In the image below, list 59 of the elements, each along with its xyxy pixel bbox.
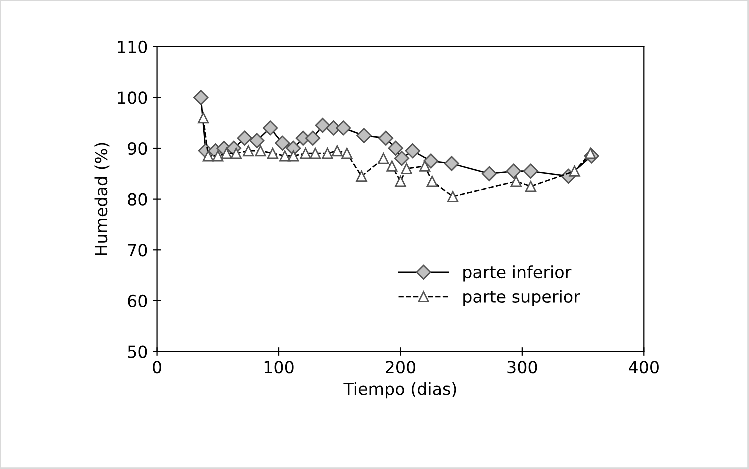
y-axis-title: Humedad (%) bbox=[94, 143, 110, 256]
point bbox=[310, 148, 322, 160]
point bbox=[510, 176, 522, 188]
point bbox=[336, 120, 352, 136]
x-tick-label: 400 bbox=[629, 361, 659, 374]
point bbox=[262, 120, 278, 136]
point bbox=[221, 148, 232, 160]
point bbox=[342, 148, 353, 160]
point bbox=[250, 133, 265, 148]
point bbox=[315, 118, 330, 134]
point bbox=[255, 146, 266, 157]
x-tick-label: 100 bbox=[264, 361, 294, 374]
point bbox=[447, 191, 459, 202]
point bbox=[523, 164, 539, 179]
point bbox=[198, 112, 210, 124]
point bbox=[395, 176, 406, 188]
x-tick-label: 0 bbox=[153, 361, 162, 374]
point bbox=[482, 166, 498, 182]
point bbox=[202, 150, 214, 162]
point bbox=[332, 146, 343, 157]
y-tick-label: 80 bbox=[128, 193, 148, 206]
point bbox=[230, 148, 242, 160]
point bbox=[506, 164, 522, 179]
point bbox=[212, 150, 224, 162]
point bbox=[525, 181, 537, 192]
y-tick-label: 90 bbox=[128, 142, 148, 156]
point bbox=[322, 148, 334, 160]
x-axis-title: Tiempo (dias) bbox=[344, 382, 456, 399]
point bbox=[394, 151, 410, 166]
point bbox=[243, 146, 254, 157]
point bbox=[194, 90, 209, 106]
point bbox=[280, 150, 291, 162]
x-tick-label: 300 bbox=[508, 361, 538, 374]
point bbox=[386, 160, 398, 172]
point bbox=[388, 140, 404, 156]
point bbox=[378, 130, 394, 146]
point bbox=[444, 156, 460, 172]
y-tick-label: 100 bbox=[118, 92, 148, 104]
point bbox=[288, 150, 300, 162]
point bbox=[401, 163, 412, 174]
point bbox=[267, 148, 278, 160]
legend-label: parte inferior bbox=[464, 266, 572, 282]
point bbox=[356, 170, 368, 182]
point bbox=[569, 166, 580, 177]
legend-label: parte superior bbox=[464, 290, 580, 306]
point bbox=[426, 176, 438, 188]
y-tick-label: 50 bbox=[128, 346, 148, 358]
x-tick-label: 200 bbox=[386, 361, 416, 374]
point bbox=[356, 128, 372, 144]
y-tick-label: 70 bbox=[128, 244, 148, 257]
point bbox=[306, 130, 321, 146]
y-tick-label: 60 bbox=[128, 294, 148, 308]
point bbox=[300, 148, 312, 160]
point bbox=[405, 143, 420, 159]
y-tick-label: 110 bbox=[118, 40, 148, 54]
point bbox=[275, 136, 290, 152]
point bbox=[424, 154, 439, 169]
point bbox=[378, 153, 390, 164]
point bbox=[237, 130, 252, 146]
